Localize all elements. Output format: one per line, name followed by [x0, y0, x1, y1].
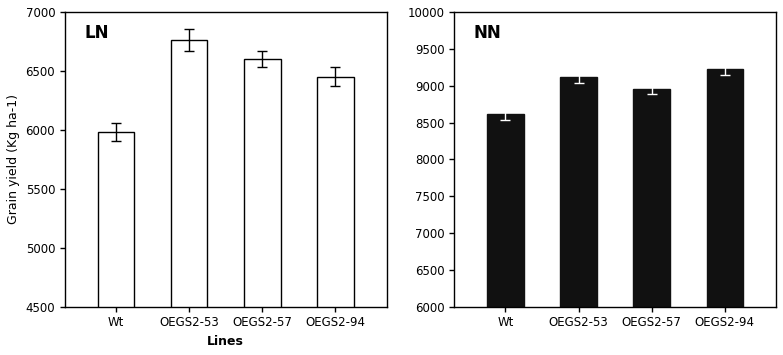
- Bar: [706, 70, 743, 355]
- X-axis label: Lines: Lines: [207, 335, 244, 348]
- Bar: [317, 77, 354, 355]
- Bar: [171, 40, 207, 355]
- Bar: [98, 132, 135, 355]
- Text: LN: LN: [84, 24, 109, 42]
- Bar: [244, 59, 280, 355]
- Y-axis label: Grain yield (Kg ha-1): Grain yield (Kg ha-1): [7, 94, 20, 224]
- Bar: [633, 89, 670, 355]
- Bar: [487, 114, 524, 355]
- Text: NN: NN: [474, 24, 501, 42]
- Bar: [561, 77, 597, 355]
